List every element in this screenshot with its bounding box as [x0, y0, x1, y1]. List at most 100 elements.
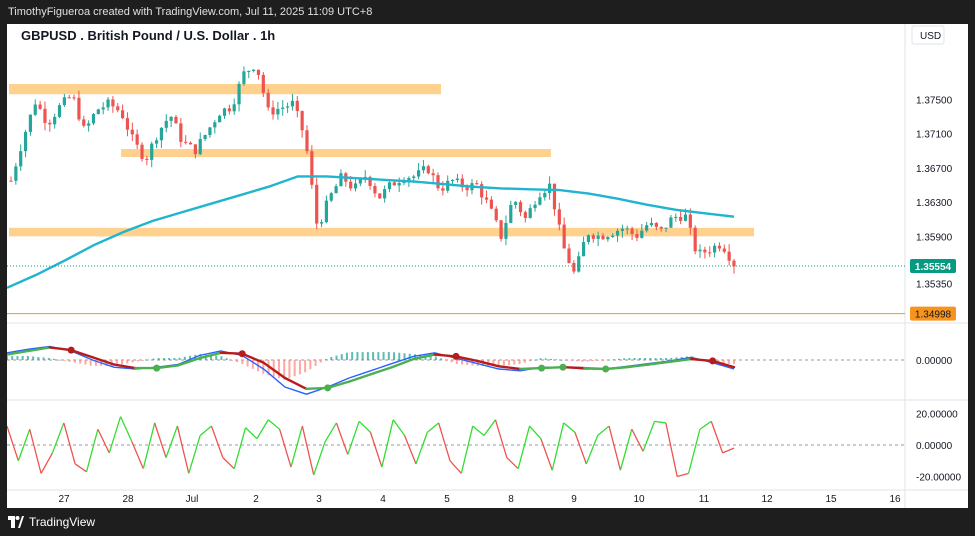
- oscillator-segment: [415, 432, 428, 465]
- macd-histogram-bar: [16, 356, 19, 360]
- candle-body: [455, 178, 460, 181]
- macd-histogram-bar: [42, 357, 45, 360]
- macd-signal-segment: [241, 352, 265, 364]
- candle-body: [310, 151, 314, 185]
- macd-cross-dot: [324, 384, 332, 392]
- candle-body: [116, 106, 120, 111]
- x-tick-label: 11: [699, 494, 710, 505]
- candle-body: [412, 176, 416, 179]
- candle-body: [72, 97, 76, 99]
- candle-body: [499, 220, 503, 239]
- macd-histogram-bar: [565, 360, 568, 361]
- macd-histogram-bar: [534, 359, 537, 361]
- macd-histogram-bar: [366, 352, 369, 360]
- candle-body: [640, 230, 644, 238]
- macd-histogram-bar: [147, 359, 150, 361]
- candle-body: [397, 183, 401, 186]
- macd-histogram-bar: [727, 360, 730, 364]
- macd-histogram-bar: [602, 360, 605, 361]
- macd-histogram-bar: [523, 360, 526, 363]
- macd-signal-segment: [540, 366, 565, 370]
- current-price-label: 1.35554: [915, 262, 952, 273]
- oscillator-segment: [74, 463, 87, 473]
- candle-body: [426, 166, 430, 174]
- macd-histogram-bar: [628, 358, 631, 360]
- candle-body: [227, 108, 231, 112]
- macd-signal-segment: [668, 357, 693, 363]
- oscillator-segment: [710, 421, 724, 454]
- candle-body: [601, 235, 605, 240]
- oscillator-segment: [347, 421, 360, 455]
- candle-body: [688, 214, 692, 228]
- candle-body: [664, 227, 668, 229]
- oscillator-segment: [63, 422, 76, 465]
- tradingview-logo[interactable]: TradingView: [8, 515, 95, 529]
- macd-histogram-bar: [492, 360, 495, 366]
- macd-histogram-bar: [345, 352, 348, 360]
- macd-signal-segment: [176, 357, 201, 367]
- macd-histogram-bar: [597, 360, 600, 361]
- candle-body: [698, 249, 702, 252]
- candle-body: [329, 193, 333, 201]
- candle-body: [271, 107, 275, 115]
- macd-histogram-bar: [356, 352, 359, 360]
- candle-body: [256, 69, 261, 75]
- macd-histogram-bar: [215, 355, 218, 360]
- macd-histogram-bar: [607, 359, 610, 361]
- oscillator-segment: [290, 425, 303, 468]
- macd-signal-segment: [604, 366, 629, 371]
- oscillator-segment: [483, 419, 496, 436]
- oscillator-tick-label: -20.00000: [916, 473, 961, 484]
- macd-signal-segment: [561, 366, 586, 370]
- macd-histogram-bar: [733, 360, 735, 364]
- candle-body: [586, 235, 591, 243]
- resistance-zones: [9, 83, 754, 237]
- candle-body: [567, 248, 571, 263]
- oscillator-segment: [631, 428, 644, 452]
- candle-body: [421, 166, 426, 171]
- macd-signal-segment: [27, 346, 51, 353]
- macd-histogram-bar: [665, 358, 668, 360]
- x-tick-label: 9: [571, 494, 577, 505]
- candle-body: [465, 187, 469, 191]
- currency-box[interactable]: [911, 25, 945, 45]
- oscillator-segment: [165, 425, 179, 458]
- oscillator-segment: [677, 472, 689, 478]
- macd-signal-segment: [412, 353, 436, 361]
- candle-body: [708, 252, 712, 254]
- macd-histogram-bar: [539, 358, 542, 360]
- candle-body: [693, 227, 697, 252]
- x-tick-label: 15: [825, 494, 837, 505]
- candle-body: [378, 193, 382, 199]
- macd-histogram-bar: [675, 357, 678, 360]
- candle-body: [494, 208, 498, 221]
- candle-body: [475, 183, 479, 185]
- x-tick-label: 28: [122, 494, 134, 505]
- candle-body: [339, 173, 343, 187]
- oscillator-segment: [131, 441, 144, 469]
- chart-panel[interactable]: 1.35554 1.34998 0.00000 20.00000 0.00000 -2…: [5, 24, 968, 508]
- y-tick-label: 1.36300: [916, 198, 953, 209]
- resistance-zone: [9, 227, 754, 237]
- candle-body: [198, 139, 202, 155]
- macd-histogram-bar: [11, 356, 14, 360]
- oscillator-segment: [517, 425, 531, 469]
- price-chart[interactable]: 1.35554 1.34998 0.00000 20.00000 0.00000 -2…: [5, 24, 968, 508]
- currency-label[interactable]: USD: [920, 31, 941, 42]
- candle-body: [514, 202, 518, 205]
- tradingview-logo-icon: [8, 516, 24, 528]
- candle-body: [125, 118, 130, 130]
- macd-histogram-bar: [126, 360, 129, 364]
- oscillator-segment: [358, 420, 371, 433]
- macd-histogram-bar: [335, 355, 338, 360]
- oscillator-segment: [699, 420, 712, 430]
- candle-body: [87, 123, 91, 126]
- candle-body: [261, 74, 265, 93]
- oscillator-segment: [29, 429, 42, 474]
- macd-histogram-bar: [445, 360, 448, 361]
- oscillator-segment: [199, 425, 212, 437]
- macd-histogram-bar: [183, 356, 186, 360]
- macd-signal-segment: [476, 359, 500, 368]
- candle-body: [538, 197, 542, 205]
- macd-histogram-bar: [309, 360, 312, 370]
